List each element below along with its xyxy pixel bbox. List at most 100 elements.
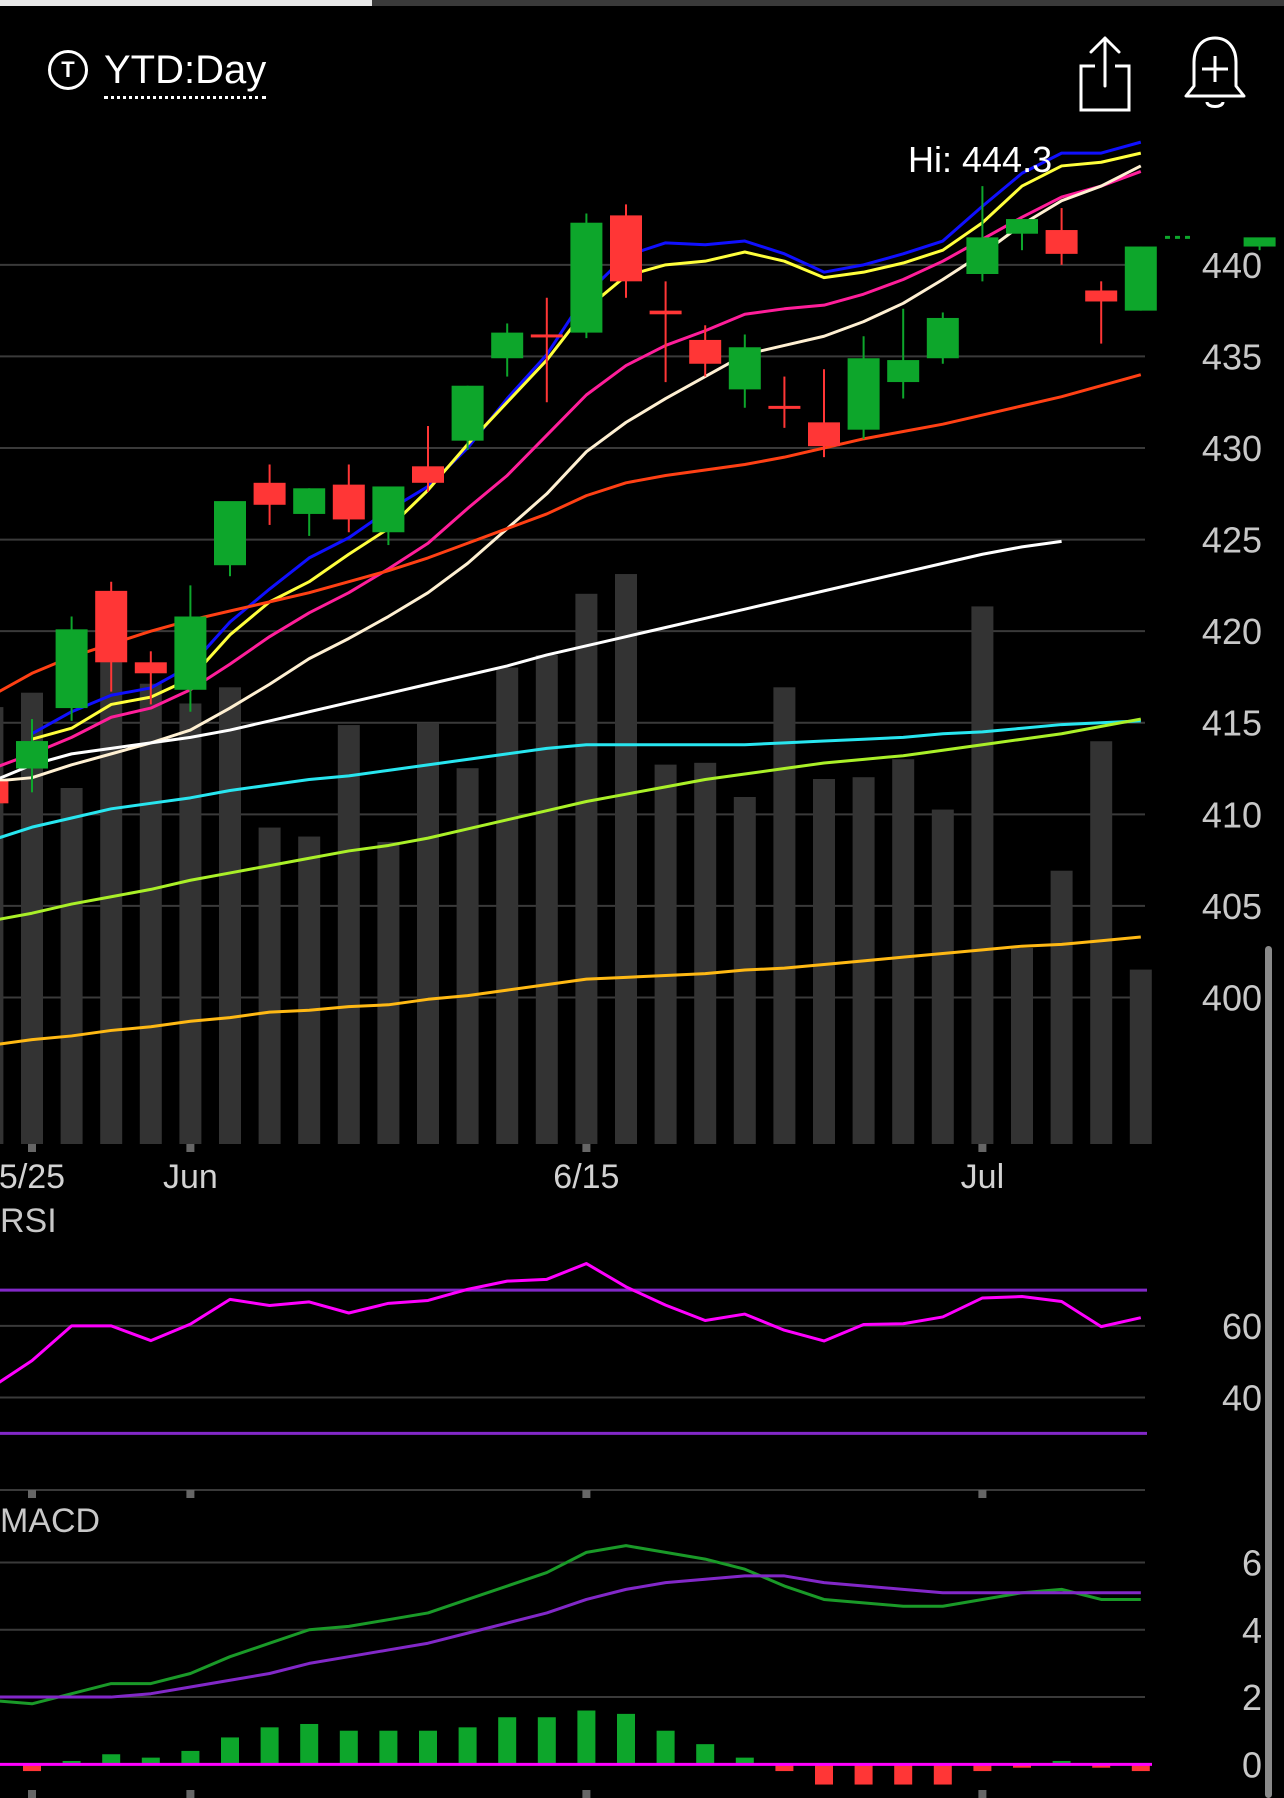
volume-bar <box>1129 969 1152 1144</box>
price-axis-label: 440 <box>1202 245 1262 286</box>
candle-body <box>887 360 920 383</box>
price-axis-label: 435 <box>1202 336 1262 377</box>
macd-histogram-bar <box>23 1764 41 1772</box>
moving-average-line-8 <box>0 717 1142 921</box>
candle-body <box>1124 246 1157 311</box>
price-axis-label: 430 <box>1202 428 1262 469</box>
volume-bar <box>258 827 281 1144</box>
x-axis-label: Jul <box>961 1158 1004 1196</box>
macd-histogram-bar <box>181 1750 200 1765</box>
volume-bar <box>139 683 162 1144</box>
volume-bar <box>21 692 43 1144</box>
macd-histogram-bar <box>775 1764 794 1772</box>
macd-histogram-bar <box>696 1744 715 1765</box>
macd-x-tick <box>28 1790 36 1798</box>
volume-bar <box>654 764 677 1144</box>
macd-histogram-bar <box>933 1764 952 1785</box>
moving-average-line-4 <box>0 164 1142 783</box>
macd-histogram-bar <box>498 1717 517 1765</box>
volume-bar <box>496 667 519 1144</box>
macd-x-tick <box>582 1790 591 1798</box>
macd-histogram-bar <box>973 1764 992 1772</box>
volume-bar <box>179 703 202 1144</box>
moving-average-line-7 <box>0 719 1141 840</box>
share-icon[interactable] <box>1075 30 1135 114</box>
x-axis-label: 6/15 <box>553 1158 619 1196</box>
candle-body <box>174 616 207 690</box>
candle-body <box>1006 219 1038 234</box>
candles <box>0 186 1276 804</box>
candle-body <box>372 486 405 533</box>
candle-body <box>253 482 286 505</box>
load-progress-fill <box>0 0 373 6</box>
price-axis-label: 405 <box>1202 886 1262 927</box>
macd-histogram-bar <box>656 1730 675 1765</box>
candle-body <box>847 358 880 430</box>
macd-axis-label: 4 <box>1242 1610 1262 1651</box>
macd-histogram-bar <box>577 1710 596 1765</box>
volume-bar <box>931 809 954 1144</box>
rsi-x-tick <box>186 1490 195 1498</box>
candle-body <box>491 332 524 359</box>
rsi-axis-label: 40 <box>1222 1378 1262 1419</box>
volume-bar <box>535 654 558 1144</box>
macd-axis-label: 0 <box>1242 1744 1262 1785</box>
x-axis-label: Jun <box>163 1158 218 1196</box>
volume-bar <box>575 593 598 1144</box>
macd-histogram-bar <box>1013 1764 1031 1768</box>
volume-bar <box>219 687 241 1144</box>
volume-bars <box>0 574 1152 1144</box>
macd-histogram-bar <box>1052 1760 1071 1765</box>
macd-histogram-bar <box>260 1727 279 1765</box>
price-axis-label: 400 <box>1202 977 1262 1018</box>
macd-histogram-bar <box>617 1713 635 1765</box>
high-value-label: Hi: 444.3 <box>908 139 1053 180</box>
candle-body <box>16 741 48 769</box>
t-circle-icon[interactable]: T <box>48 50 88 90</box>
candle-body <box>966 237 999 274</box>
volume-bar <box>1090 741 1113 1144</box>
volume-bar <box>0 707 4 1144</box>
candle-body <box>808 422 840 447</box>
macd-histogram-bar <box>379 1730 398 1765</box>
macd-histogram-bar <box>141 1757 160 1765</box>
rsi-panel-label: RSI <box>0 1202 57 1240</box>
macd-histogram-bar <box>854 1764 873 1785</box>
volume-bar <box>773 687 796 1144</box>
bell-plus-icon[interactable] <box>1180 30 1250 114</box>
candle-body <box>412 466 444 483</box>
price-axis-label: 425 <box>1202 520 1262 561</box>
volume-bar <box>892 759 915 1144</box>
candle-body <box>55 629 88 709</box>
x-axis-tick <box>186 1144 195 1152</box>
volume-bar <box>1050 870 1073 1144</box>
moving-average-line-5 <box>0 373 1142 693</box>
macd-histogram-bar <box>221 1737 239 1765</box>
volume-bar <box>60 787 83 1144</box>
vertical-scrollbar[interactable] <box>1265 946 1272 1798</box>
rsi-x-tick <box>582 1490 591 1498</box>
rsi-x-tick <box>28 1490 36 1498</box>
candle-body <box>610 215 642 282</box>
macd-histogram-bar <box>419 1730 437 1765</box>
macd-x-tick <box>186 1790 195 1798</box>
price-axis-label: 410 <box>1202 794 1262 835</box>
candle-body <box>293 488 326 514</box>
timeframe-selector[interactable]: YTD:Day <box>104 46 267 99</box>
macd-histogram-bar <box>894 1764 913 1785</box>
x-axis-tick <box>582 1144 591 1152</box>
candle-body <box>728 347 761 390</box>
price-axis-label: 415 <box>1202 703 1262 744</box>
rsi-axis-label: 60 <box>1222 1306 1262 1347</box>
macd-histogram-bar <box>458 1727 477 1765</box>
candle-body <box>1243 237 1276 247</box>
volume-bar <box>100 595 123 1144</box>
rsi-line <box>0 1262 1142 1384</box>
macd-histogram-bar <box>300 1723 319 1765</box>
candle-body <box>1045 230 1078 254</box>
price-axis-label: 420 <box>1202 611 1262 652</box>
rsi-x-tick <box>978 1490 987 1498</box>
candle-body <box>214 501 246 566</box>
volume-bar <box>813 779 835 1144</box>
